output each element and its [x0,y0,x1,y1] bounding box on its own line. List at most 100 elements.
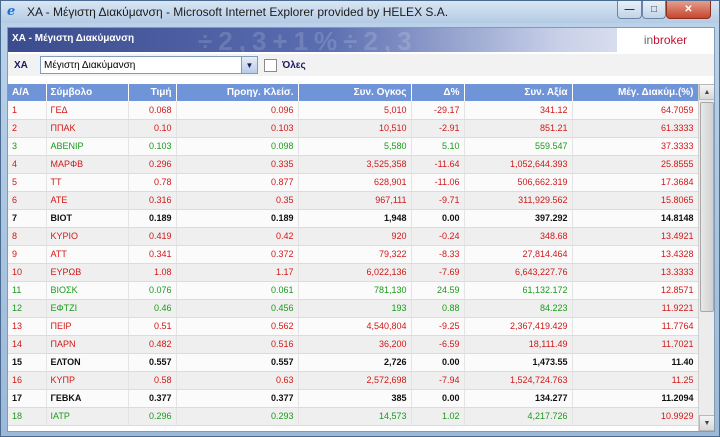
cell-max-volatility: 13.4328 [572,245,699,264]
cell-volume: 967,111 [298,191,412,210]
cell-price: 0.10 [128,119,177,138]
scroll-thumb[interactable] [700,102,714,312]
table-row[interactable]: 4 ΜΑΡΦΒ 0.296 0.335 3,525,358 -11.64 1,052,644… [8,155,699,174]
table-row[interactable]: 5 ΤΤ 0.78 0.877 628,901 -11.06 506,662.319 17.3… [8,173,699,192]
cell-volume: 385 [298,389,412,408]
cell-symbol: ΓΕΒΚΑ [46,389,129,408]
cell-price: 0.341 [128,245,177,264]
table-row[interactable]: 6 ΑΤΕ 0.316 0.35 967,111 -9.71 311,929.562 15.8… [8,191,699,210]
cell-prev-close: 0.562 [176,317,299,336]
table-row[interactable]: 18 ΙΑΤΡ 0.296 0.293 14,573 1.02 4,217.726 10.99… [8,407,699,426]
cell-row-number: 14 [8,335,47,354]
cell-price: 0.189 [128,209,177,228]
page-title: ΧΑ - Μέγιστη Διακύμανση [12,33,135,44]
close-button[interactable]: ✕ [666,1,711,19]
table-row[interactable]: 17 ΓΕΒΚΑ 0.377 0.377 385 0.00 134.277 11.2094 [8,389,699,408]
cell-symbol: ΠΕΙΡ [46,317,129,336]
table-row[interactable]: 16 ΚΥΠΡ 0.58 0.63 2,572,698 -7.94 1,524,724.76… [8,371,699,390]
cell-symbol: ΓΕΔ [46,101,129,120]
cell-prev-close: 0.098 [176,137,299,156]
maximize-icon: □ [650,4,658,15]
cell-change-pct: -29.17 [411,101,465,120]
cell-price: 0.076 [128,281,177,300]
cell-value: 559.547 [464,137,573,156]
header-aa[interactable]: Α/Α [8,84,47,101]
table-row[interactable]: 2 ΠΠΑΚ 0.10 0.103 10,510 -2.91 851.21 61.3333 [8,119,699,138]
table-body: 1 ΓΕΔ 0.068 0.096 5,010 -29.17 341.12 64.7059 2 Π… [8,101,699,426]
cell-row-number: 7 [8,209,47,228]
maximize-button[interactable]: □ [642,1,666,19]
cell-price: 0.068 [128,101,177,120]
header-value[interactable]: Συν. Αξία [464,84,573,101]
cell-row-number: 9 [8,245,47,264]
cell-max-volatility: 64.7059 [572,101,699,120]
cell-value: 1,052,644.393 [464,155,573,174]
header-price[interactable]: Τιμή [128,84,177,101]
table-row[interactable]: 14 ΠΑΡΝ 0.482 0.516 36,200 -6.59 18,111.49 11.7… [8,335,699,354]
cell-symbol: ΑΤΕ [46,191,129,210]
cell-prev-close: 0.293 [176,407,299,426]
cell-volume: 4,540,804 [298,317,412,336]
table-row[interactable]: 13 ΠΕΙΡ 0.51 0.562 4,540,804 -9.25 2,367,419.4… [8,317,699,336]
scroll-down-button[interactable]: ▼ [699,415,714,431]
report-select[interactable]: Μέγιστη Διακύμανση ▼ [40,56,258,74]
cell-prev-close: 0.42 [176,227,299,246]
table-header-row: Α/Α Σύμβολο Τιμή Προηγ. Κλείσ. Συν. Ογκο… [8,84,699,101]
table-row[interactable]: 12 ΕΦΤΖΙ 0.46 0.456 193 0.88 84.223 11.9221 [8,299,699,318]
cell-volume: 36,200 [298,335,412,354]
cell-value: 506,662.319 [464,173,573,192]
header-volume[interactable]: Συν. Ογκος [298,84,412,101]
header-symbol[interactable]: Σύμβολο [46,84,129,101]
cell-change-pct: -0.24 [411,227,465,246]
table-row[interactable]: 8 ΚΥΡΙΟ 0.419 0.42 920 -0.24 348.68 13.4921 [8,227,699,246]
cell-row-number: 18 [8,407,47,426]
cell-symbol: ΚΥΡΙΟ [46,227,129,246]
scroll-up-button[interactable]: ▲ [699,84,714,100]
cell-max-volatility: 12.8571 [572,281,699,300]
cell-row-number: 13 [8,317,47,336]
header-max-volatility[interactable]: Μέγ. Διακύμ.(%) [572,84,699,101]
cell-value: 2,367,419.429 [464,317,573,336]
cell-prev-close: 0.061 [176,281,299,300]
minimize-button[interactable]: — [617,1,642,19]
cell-max-volatility: 11.7764 [572,317,699,336]
cell-prev-close: 0.877 [176,173,299,192]
table-row[interactable]: 11 ΒΙΟΣΚ 0.076 0.061 781,130 24.59 61,132.172 1… [8,281,699,300]
cell-price: 0.316 [128,191,177,210]
cell-price: 0.557 [128,353,177,372]
table-row[interactable]: 7 ΒΙΟΤ 0.189 0.189 1,948 0.00 397.292 14.8148 [8,209,699,228]
table-row[interactable]: 10 ΕΥΡΩΒ 1.08 1.17 6,022,136 -7.69 6,643,227.7… [8,263,699,282]
header-prev-close[interactable]: Προηγ. Κλείσ. [176,84,299,101]
table-row[interactable]: 3 ΑΒΕΝΙΡ 0.103 0.098 5,580 5.10 559.547 37.3333 [8,137,699,156]
report-select-value: Μέγιστη Διακύμανση [44,59,136,71]
cell-volume: 781,130 [298,281,412,300]
cell-value: 1,473.55 [464,353,573,372]
table-row[interactable]: 9 ΑΤΤ 0.341 0.372 79,322 -8.33 27,814.464 13.43… [8,245,699,264]
cell-prev-close: 1.17 [176,263,299,282]
cell-change-pct: -7.94 [411,371,465,390]
cell-row-number: 16 [8,371,47,390]
table-row[interactable]: 15 ΕΛΤΟΝ 0.557 0.557 2,726 0.00 1,473.55 11.40 [8,353,699,372]
vertical-scrollbar[interactable]: ▲ ▼ [698,84,714,431]
cell-max-volatility: 37.3333 [572,137,699,156]
page-content: ÷2,3+1%÷2,3 ΧΑ - Μέγιστη Διακύμανση in br… [7,27,715,432]
cell-price: 0.296 [128,155,177,174]
cell-value: 1,524,724.763 [464,371,573,390]
cell-prev-close: 0.377 [176,389,299,408]
title-bar: e ΧΑ - Μέγιστη Διακύμανση - Microsoft In… [1,1,719,23]
all-checkbox[interactable] [264,58,277,72]
cell-prev-close: 0.35 [176,191,299,210]
header-change-pct[interactable]: Δ% [411,84,465,101]
cell-prev-close: 0.189 [176,209,299,228]
chevron-down-icon[interactable]: ▼ [241,57,257,73]
cell-prev-close: 0.335 [176,155,299,174]
cell-value: 27,814.464 [464,245,573,264]
cell-max-volatility: 11.9221 [572,299,699,318]
cell-price: 0.78 [128,173,177,192]
arrow-up-icon: ▲ [703,88,711,96]
cell-symbol: ΕΥΡΩΒ [46,263,129,282]
cell-volume: 5,580 [298,137,412,156]
table-row[interactable]: 1 ΓΕΔ 0.068 0.096 5,010 -29.17 341.12 64.7059 [8,101,699,120]
cell-max-volatility: 25.8555 [572,155,699,174]
